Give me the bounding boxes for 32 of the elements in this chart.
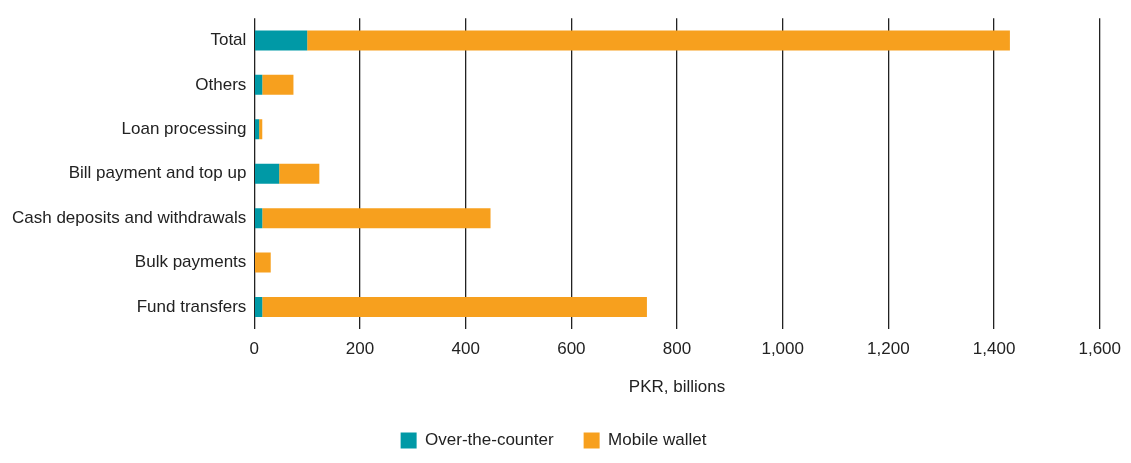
x-axis-title: PKR, billions [628,377,726,397]
x-tick-label: 400 [451,339,480,359]
bar [262,208,491,229]
bar [255,252,271,273]
bar [255,30,308,51]
legend-label: Over-the-counter [425,430,554,450]
bar [279,163,320,184]
bar [255,74,263,95]
x-tick-label: 1,200 [867,339,910,359]
legend-label: Mobile wallet [608,430,707,450]
x-tick-label: 1,000 [761,339,804,359]
y-tick-label: Loan processing [121,118,247,138]
bar [255,119,260,140]
bar [259,119,263,140]
y-tick-label: Bill payment and top up [68,163,247,183]
x-tick-label: 1,400 [972,339,1016,359]
x-tick-label: 200 [345,339,375,359]
bar [255,296,263,317]
bar [255,208,263,229]
bar [307,30,1010,51]
x-tick-label: 0 [249,339,260,359]
y-tick-label: Fund transfers [136,296,247,316]
y-tick-label: Bulk payments [134,252,247,272]
x-tick-label: 800 [662,339,692,359]
bar [262,74,294,95]
x-tick-label: 600 [557,339,586,359]
y-tick-label: Others [195,74,247,94]
y-tick-label: Total [210,30,247,50]
bar [262,296,647,317]
x-tick-label: 1,600 [1078,339,1121,359]
y-tick-label: Cash deposits and withdrawals [11,207,247,227]
bar [255,163,280,184]
